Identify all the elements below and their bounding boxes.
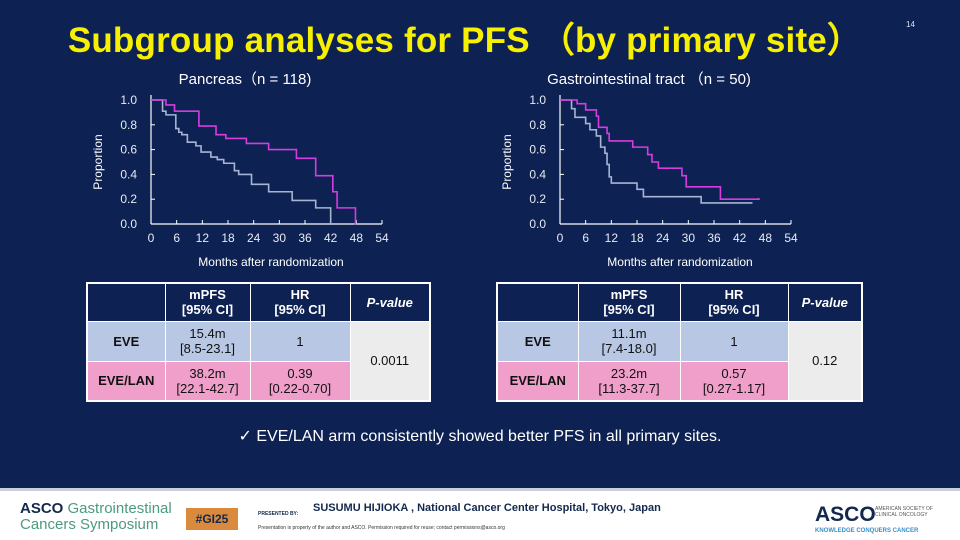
hr-value: 1 bbox=[679, 320, 789, 362]
mpfs-ci: [11.3-37.7] bbox=[598, 380, 660, 396]
asco-tagline: KNOWLEDGE CONQUERS CANCER bbox=[815, 528, 919, 534]
p-value: 0.0011 bbox=[349, 320, 431, 402]
conclusion-text: ✓ EVE/LAN arm consistently showed better… bbox=[238, 428, 722, 445]
row-label-eve: EVE bbox=[86, 320, 166, 362]
results-table-pancreas: mPFS [95% CI] HR [95% CI] P-value EVE 15.4… bbox=[86, 282, 431, 402]
header-pvalue: P-value bbox=[349, 282, 431, 322]
y-tick-label: 1.0 bbox=[120, 93, 137, 107]
x-tick-label: 6 bbox=[173, 231, 180, 245]
km-curve-eve-lan bbox=[151, 99, 357, 225]
y-axis-label: Proportion bbox=[500, 134, 514, 189]
header-ci: [95% CI] bbox=[181, 302, 234, 318]
x-tick-label: 0 bbox=[148, 231, 155, 245]
y-tick-label: 0.0 bbox=[529, 217, 546, 231]
x-tick-label: 12 bbox=[196, 231, 210, 245]
header-ci: [95% CI] bbox=[274, 302, 326, 318]
row-label-eve: EVE bbox=[496, 320, 579, 362]
km-curve-eve bbox=[151, 99, 332, 225]
y-tick-label: 0.0 bbox=[120, 217, 137, 231]
x-tick-label: 18 bbox=[630, 231, 644, 245]
hr-value: 1 bbox=[249, 320, 351, 362]
km-chart-gi-tract: Gastrointestinal tract （n = 50) 0 6 12 18 24 3… bbox=[500, 71, 798, 269]
mpfs-ci: [22.1-42.7] bbox=[176, 380, 239, 396]
y-tick-label: 1.0 bbox=[529, 93, 546, 107]
slide-title: Subgroup analyses for PFS （by primary si… bbox=[67, 21, 863, 60]
mpfs-ci: [8.5-23.1] bbox=[180, 341, 235, 356]
row-label-eve-lan: EVE/LAN bbox=[496, 360, 579, 402]
chart-title: Gastrointestinal tract （n = 50) bbox=[547, 71, 751, 88]
y-tick-label: 0.2 bbox=[120, 192, 137, 206]
x-tick-label: 48 bbox=[759, 231, 773, 245]
presented-by-label: PRESENTED BY: bbox=[258, 511, 299, 517]
header-mpfs: mPFS bbox=[189, 287, 226, 303]
x-tick-label: 30 bbox=[682, 231, 696, 245]
x-tick-label: 30 bbox=[273, 231, 287, 245]
chart-title: Pancreas（n = 118) bbox=[179, 71, 312, 88]
y-tick-label: 0.8 bbox=[120, 118, 137, 132]
asco-logo-subtitle: AMERICAN SOCIETY OF CLINICAL ONCOLOGY bbox=[875, 506, 933, 518]
hr-ci: [0.22-0.70] bbox=[268, 380, 332, 396]
results-table-gi-tract: mPFS [95% CI] HR [95% CI] P-value EVE 11.1… bbox=[496, 282, 863, 402]
header-ci: [95% CI] bbox=[708, 302, 760, 318]
x-tick-label: 54 bbox=[784, 231, 798, 245]
y-axis-label: Proportion bbox=[91, 134, 105, 189]
x-tick-label: 42 bbox=[733, 231, 747, 245]
hr-value: 0.57 bbox=[721, 365, 747, 381]
footer: ASCO Gastrointestinal Cancers Symposium #… bbox=[0, 488, 960, 540]
mpfs-value: 11.1m bbox=[611, 326, 647, 341]
mpfs-value: 38.2m bbox=[189, 365, 226, 381]
y-tick-label: 0.8 bbox=[529, 118, 546, 132]
x-tick-label: 48 bbox=[350, 231, 364, 245]
row-label-eve-lan: EVE/LAN bbox=[86, 360, 166, 402]
hr-value: 0.39 bbox=[287, 365, 313, 381]
slide-number: 14 bbox=[906, 20, 915, 29]
mpfs-value: 15.4m bbox=[189, 326, 226, 341]
km-curve-eve-lan bbox=[560, 99, 760, 200]
header-ci: [95% CI] bbox=[603, 302, 655, 318]
x-tick-label: 6 bbox=[582, 231, 589, 245]
y-tick-label: 0.2 bbox=[529, 192, 546, 206]
x-tick-label: 36 bbox=[298, 231, 312, 245]
x-tick-label: 24 bbox=[247, 231, 261, 245]
x-axis-label: Months after randomization bbox=[198, 255, 343, 269]
x-tick-label: 42 bbox=[324, 231, 338, 245]
hashtag-badge: #GI25 bbox=[186, 508, 238, 530]
y-tick-label: 0.6 bbox=[529, 143, 546, 157]
y-tick-label: 0.4 bbox=[120, 167, 137, 181]
y-tick-label: 0.4 bbox=[529, 167, 546, 181]
x-axis-label: Months after randomization bbox=[607, 255, 752, 269]
x-tick-label: 36 bbox=[707, 231, 721, 245]
x-tick-label: 18 bbox=[221, 231, 235, 245]
km-chart-pancreas: Pancreas（n = 118) 0 6 12 18 24 30 36 42 48 54 0.0 0.… bbox=[91, 71, 389, 269]
km-curve-eve bbox=[560, 99, 753, 204]
header-hr: HR bbox=[724, 287, 744, 303]
mpfs-ci: [7.4-18.0] bbox=[601, 341, 657, 356]
asco-gi-logo: ASCO Gastrointestinal Cancers Symposium bbox=[20, 500, 172, 533]
y-tick-label: 0.6 bbox=[120, 143, 137, 157]
x-tick-label: 54 bbox=[375, 231, 389, 245]
hr-ci: [0.27-1.17] bbox=[702, 380, 766, 396]
x-tick-label: 12 bbox=[605, 231, 619, 245]
header-hr: HR bbox=[290, 287, 310, 303]
x-tick-label: 0 bbox=[557, 231, 564, 245]
presenter-name: SUSUMU HIJIOKA , National Cancer Center … bbox=[313, 502, 661, 514]
header-mpfs: mPFS bbox=[610, 287, 648, 303]
p-value: 0.12 bbox=[787, 320, 863, 402]
x-tick-label: 24 bbox=[656, 231, 670, 245]
asco-logo: ASCO bbox=[815, 503, 876, 526]
header-pvalue: P-value bbox=[787, 282, 863, 322]
mpfs-value: 23.2m bbox=[610, 365, 648, 381]
disclaimer: Presentation is property of the author a… bbox=[258, 525, 505, 531]
